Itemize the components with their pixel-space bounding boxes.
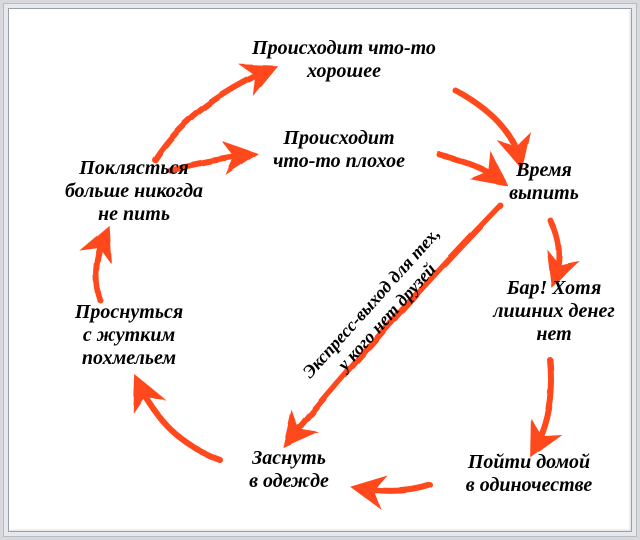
node-swear: Поклясться больше никогда не пить [34, 157, 234, 226]
arrow-sleep-to-hang [139, 384, 219, 459]
arrow-hang-to-swear [95, 234, 104, 299]
node-good: Происходит что-то хорошее [214, 37, 474, 83]
node-bar: Бар! Хотя лишних денег нет [469, 277, 639, 346]
node-sleep: Заснуть в одежде [214, 447, 364, 493]
node-home: Пойти домой в одиночестве [429, 451, 629, 497]
diagram-frame: Происходит что-то хорошее Происходит что… [8, 8, 632, 532]
arrow-home-to-sleep [359, 484, 429, 490]
arrow-bar-to-home [534, 359, 550, 447]
arrow-good-to-drink [454, 89, 519, 159]
node-hang: Проснуться с жутким похмельем [34, 301, 224, 370]
node-drink: Время выпить [464, 159, 624, 205]
arrow-drink-to-bar [549, 219, 558, 277]
node-bad: Происходит что-то плохое [224, 127, 454, 173]
